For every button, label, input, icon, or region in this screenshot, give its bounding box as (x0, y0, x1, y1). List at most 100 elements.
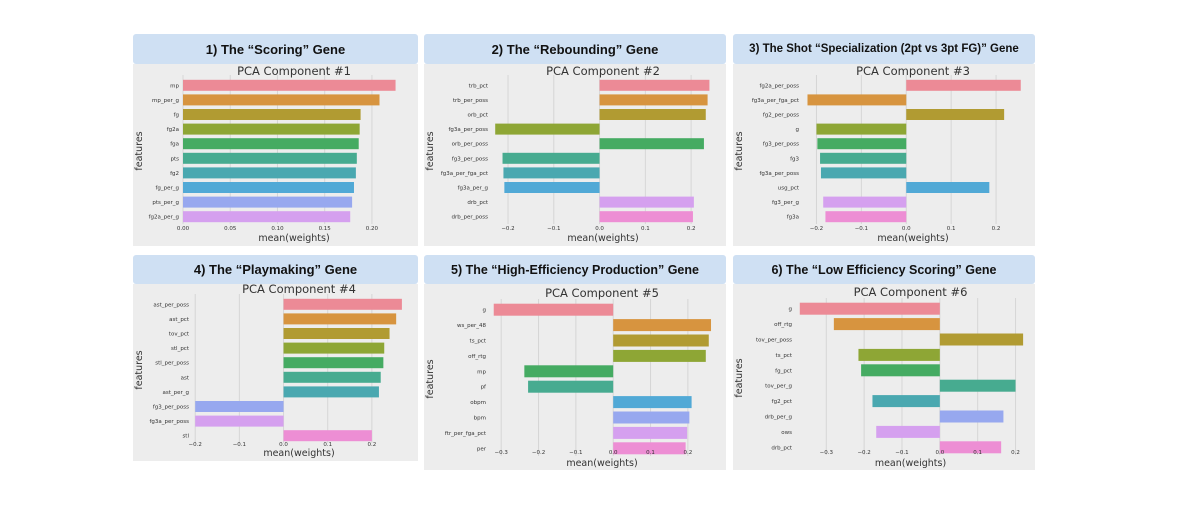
tick-label: −0.2 (532, 450, 545, 456)
bar (820, 167, 907, 179)
bar (613, 411, 690, 424)
category-label: off_rtg (774, 322, 792, 328)
tick-label: 0.0 (595, 226, 604, 232)
category-label: per (477, 446, 487, 452)
category-label: fga (170, 142, 179, 148)
category-label: fg3a_per_poss (448, 127, 488, 133)
tick-label: −0.1 (855, 226, 868, 232)
tick-label: −0.3 (820, 450, 834, 456)
x-axis-label: mean(weights) (566, 458, 637, 469)
category-label: fg3_per_poss (153, 405, 189, 411)
category-label: fg_pct (775, 368, 793, 374)
chart-title: PCA Component #4 (242, 284, 356, 296)
category-label: stl_per_poss (155, 361, 189, 367)
tick-label: −0.1 (547, 226, 560, 232)
category-label: g (483, 308, 487, 314)
chart-title: PCA Component #3 (856, 64, 970, 78)
tick-label: 0.00 (177, 226, 190, 232)
category-label: ts_pct (470, 339, 487, 345)
chart-title: PCA Component #2 (546, 64, 660, 78)
y-axis-label: features (734, 131, 745, 170)
tick-label: 0.0 (935, 450, 944, 456)
tick-label: −0.2 (501, 226, 514, 232)
category-label: g (796, 127, 800, 133)
tick-label: −0.1 (895, 450, 908, 456)
bar (906, 79, 1021, 91)
bar (939, 441, 1002, 454)
category-label: ts_pct (776, 353, 793, 359)
bar (495, 123, 600, 135)
bar (183, 167, 356, 179)
category-label: fg2_pct (772, 399, 793, 405)
tick-label: 0.20 (366, 226, 379, 232)
category-label: drb_per_poss (452, 215, 489, 221)
tick-label: 0.0 (902, 226, 911, 232)
pca-chart-2: PCA Component #2 trb_pct trb_per_poss orb_p… (424, 64, 726, 246)
category-label: stl (182, 434, 189, 440)
bar (833, 318, 940, 331)
category-label: ws_per_48 (457, 323, 486, 329)
category-label: fg3a_per_fga_pct (441, 171, 489, 177)
tick-label: 0.2 (1011, 450, 1020, 456)
bar (195, 401, 284, 412)
category-label: fg3 (790, 156, 799, 162)
bar (195, 415, 284, 427)
bar (807, 94, 907, 106)
category-label: fg2a_per_g (149, 215, 179, 221)
panel-header: 1) The “Scoring” Gene (133, 34, 418, 64)
bar (283, 313, 397, 325)
tick-label: 0.2 (687, 226, 696, 232)
category-label: ast (181, 375, 190, 381)
pca-chart-5: PCA Component #5 g ws_per_48 ts_pct off_rtg m… (424, 284, 726, 470)
category-label: fg3a (787, 215, 799, 221)
bar (939, 379, 1016, 392)
bar (283, 357, 384, 369)
x-axis-label: mean(weights) (258, 233, 329, 244)
bar (283, 342, 385, 354)
category-label: trb_per_poss (453, 98, 488, 104)
category-label: fg3_per_poss (452, 156, 488, 162)
bar (528, 380, 614, 393)
bar (613, 396, 692, 409)
tick-label: 0.1 (973, 450, 982, 456)
bar (183, 109, 361, 120)
bar (524, 365, 614, 378)
bar (183, 152, 357, 164)
category-label: drb_pct (771, 445, 793, 451)
bar (613, 442, 686, 455)
category-label: fg2a_per_poss (759, 83, 799, 89)
tick-label: 0.1 (323, 442, 332, 448)
tick-label: 0.05 (224, 226, 237, 232)
category-label: trb_pct (469, 83, 489, 89)
tick-label: 0.1 (641, 226, 650, 232)
bar (283, 328, 390, 339)
bar (872, 395, 940, 408)
tick-label: −0.2 (857, 450, 870, 456)
chart-svg: PCA Component #1 mp mp_per_gfg fg2a fga pts fg… (134, 64, 396, 244)
category-label: fg3a_per_fga_pct (752, 98, 800, 104)
bar (613, 334, 709, 347)
category-label: orb_pct (467, 113, 488, 119)
category-label: fg2a (167, 127, 179, 133)
bar (504, 182, 600, 193)
bar (283, 386, 379, 398)
category-label: stl_pct (171, 346, 190, 352)
chart-title: PCA Component #5 (545, 286, 659, 300)
y-axis-label: features (425, 359, 436, 398)
tick-label: 0.2 (683, 450, 692, 456)
bar (183, 79, 396, 91)
bar (939, 333, 1024, 346)
tick-label: −0.2 (810, 226, 823, 232)
bar (613, 319, 712, 332)
chart-title: PCA Component #6 (854, 285, 968, 299)
category-label: fg2_per_poss (763, 113, 799, 119)
category-label: mp_per_g (152, 98, 179, 104)
category-label: obpm (470, 400, 486, 406)
chart-title: PCA Component #1 (237, 64, 351, 78)
category-label: fg_per_g (155, 186, 179, 192)
y-axis-label: features (734, 358, 745, 397)
panel-header: 2) The “Rebounding” Gene (424, 34, 726, 64)
bar (876, 425, 940, 438)
tick-label: 0.15 (319, 226, 332, 232)
pca-chart-3: PCA Component #3 fg2a_per_poss fg3a_per_fg… (733, 64, 1035, 246)
